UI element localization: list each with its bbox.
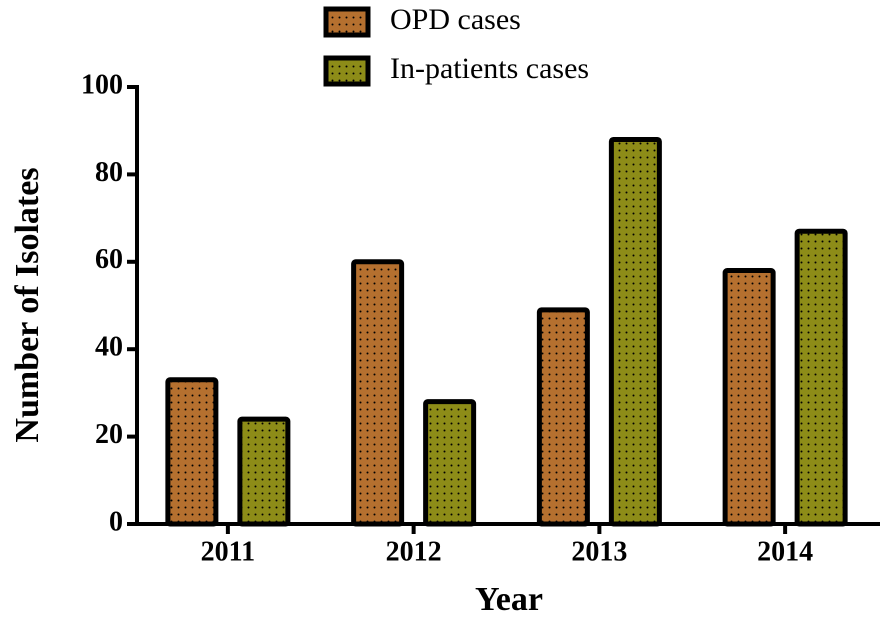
bar <box>794 228 848 527</box>
y-tick-label: 100 <box>81 69 123 100</box>
bar <box>165 377 219 527</box>
legend-swatch <box>323 55 371 87</box>
bar <box>237 416 291 527</box>
legend-swatch <box>323 6 371 38</box>
bar <box>722 268 776 527</box>
legend-label: OPD cases <box>390 3 521 36</box>
legend-label: In-patients cases <box>390 52 589 85</box>
y-tick-label: 40 <box>95 332 123 363</box>
x-axis-label: Year <box>475 581 543 618</box>
bar <box>536 307 590 527</box>
y-tick-label: 60 <box>95 244 123 275</box>
x-tick-label: 2013 <box>571 536 627 567</box>
bar <box>608 136 662 527</box>
y-tick-label: 80 <box>95 157 123 188</box>
y-axis-label: Number of Isolates <box>9 167 46 442</box>
x-tick-label: 2011 <box>201 536 255 567</box>
bar <box>351 259 405 527</box>
y-tick-label: 0 <box>109 506 123 537</box>
x-tick-label: 2012 <box>386 536 442 567</box>
bar <box>423 399 477 527</box>
y-tick-label: 20 <box>95 419 123 450</box>
x-tick-label: 2014 <box>757 536 813 567</box>
